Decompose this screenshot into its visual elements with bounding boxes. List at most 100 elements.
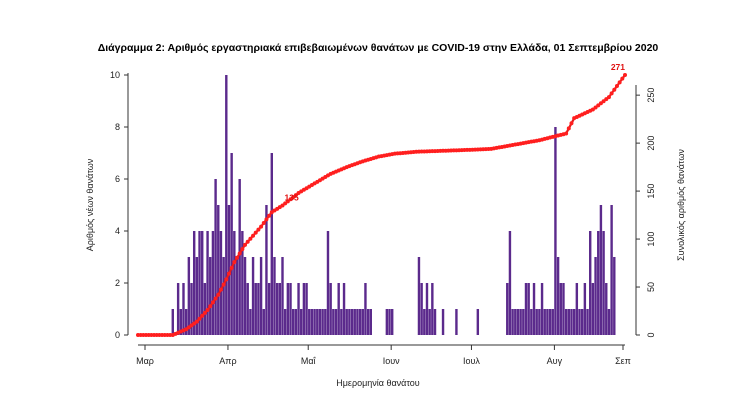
bar-day-77: [342, 283, 346, 335]
cumulative-point: [208, 304, 213, 309]
bar-day-158: [559, 283, 562, 335]
bar-day-149: [535, 309, 538, 335]
right-axis-ticks: 0 50 100 150 200 250: [636, 88, 656, 338]
bar-day-33: [225, 75, 228, 335]
cumulative-point: [566, 126, 571, 131]
bar-day-110: [431, 283, 434, 335]
bar-day-22: [195, 257, 199, 335]
left-axis-ticks: 0 2 4 6 8 10: [110, 70, 128, 340]
cumulative-point: [210, 300, 215, 305]
bar-day-23: [198, 231, 201, 335]
x-tick-label: Ιουν: [383, 356, 400, 366]
bar-day-51: [273, 257, 276, 335]
bar-day-145: [524, 283, 528, 335]
bar-day-55: [283, 309, 287, 335]
bar-day-138: [506, 283, 509, 335]
bar-day-62: [302, 283, 306, 335]
bar-day-163: [572, 309, 576, 335]
bar-day-166: [580, 309, 584, 335]
bar-day-19: [187, 257, 191, 335]
bar-day-45: [257, 283, 260, 335]
cumulative-point: [569, 121, 574, 126]
bar-day-27: [209, 257, 212, 335]
x-tick-label: Απρ: [219, 356, 236, 366]
bar-day-47: [262, 309, 265, 335]
bar-day-87: [369, 309, 373, 335]
bar-day-59: [294, 309, 298, 335]
bar-day-172: [597, 231, 600, 335]
bar-day-24: [201, 231, 204, 335]
cumulative-point: [248, 236, 253, 241]
cumulative-point: [235, 255, 240, 260]
bar-day-114: [441, 309, 445, 335]
x-tick-label: Αυγ: [547, 356, 563, 366]
bar-day-25: [203, 283, 207, 335]
bar-day-94: [388, 309, 391, 335]
bar-day-152: [543, 309, 546, 335]
bar-day-58: [291, 309, 295, 335]
bar-day-154: [548, 309, 552, 335]
cumulative-point: [606, 95, 611, 100]
bar-day-162: [570, 309, 573, 335]
bar-day-73: [332, 309, 335, 335]
bar-day-176: [607, 309, 611, 335]
bar-day-93: [385, 309, 389, 335]
cumulative-point: [617, 80, 622, 85]
cumulative-point: [213, 296, 218, 301]
cumulative-point: [200, 313, 205, 318]
right-tick-label: 150: [646, 184, 656, 199]
bar-day-70: [324, 309, 327, 335]
cumulative-point: [194, 319, 199, 324]
cumulative-point: [259, 224, 264, 229]
bar-day-74: [334, 309, 338, 335]
bar-day-174: [602, 231, 605, 335]
bar-day-155: [551, 309, 554, 335]
bar-day-21: [192, 231, 196, 335]
bar-day-144: [522, 309, 525, 335]
bar-day-20: [190, 283, 193, 335]
cumulative-point: [205, 308, 210, 313]
cumulative-point: [216, 292, 221, 297]
bar-day-38: [238, 179, 241, 335]
bar-day-171: [594, 257, 597, 335]
bar-day-36: [233, 231, 236, 335]
left-tick-label: 4: [115, 226, 120, 236]
bar-day-170: [591, 283, 595, 335]
bar-day-60: [297, 283, 300, 335]
cumulative-point: [226, 271, 231, 276]
bar-day-164: [575, 283, 579, 335]
cumulative-point: [221, 282, 226, 287]
bar-day-50: [270, 153, 273, 335]
bar-day-57: [289, 283, 292, 335]
bar-day-167: [583, 283, 587, 335]
x-axis-label: Ημερομηνία θανάτου: [336, 378, 420, 388]
bar-day-76: [340, 309, 343, 335]
x-tick-label: Μαΐ: [301, 356, 317, 366]
bar-day-95: [390, 309, 394, 335]
right-tick-label: 200: [646, 136, 656, 151]
right-tick-label: 50: [646, 282, 656, 292]
cumulative-point: [232, 260, 237, 265]
x-tick-label: Ιουλ: [463, 356, 480, 366]
bar-day-40: [243, 257, 247, 335]
bar-day-65: [310, 309, 314, 335]
bar-day-156: [554, 127, 557, 335]
bar-day-35: [230, 153, 233, 335]
left-axis-label: Αριθμός νέων θανάτων: [85, 158, 95, 251]
cumulative-point: [609, 91, 614, 96]
bar-day-16: [179, 309, 183, 335]
bar-day-147: [530, 309, 533, 335]
bar-day-85: [364, 283, 367, 335]
right-tick-label: 250: [646, 88, 656, 103]
bar-day-148: [532, 283, 536, 335]
cumulative-point: [224, 277, 229, 282]
x-tick-label: Μαρ: [136, 356, 154, 366]
bar-day-142: [516, 309, 520, 335]
cumulative-point: [267, 213, 272, 218]
bar-day-49: [267, 283, 271, 335]
cumulative-point: [197, 316, 202, 321]
bar-day-119: [455, 309, 458, 335]
bar-day-37: [235, 257, 239, 335]
bar-day-79: [348, 309, 351, 335]
cumulative-point: [264, 217, 269, 222]
